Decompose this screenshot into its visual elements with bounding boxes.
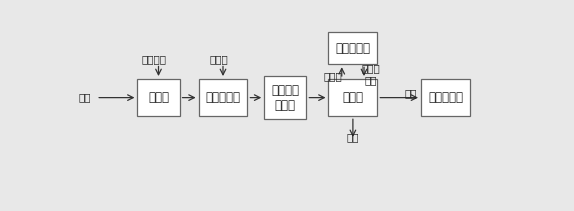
Text: 回收、处理: 回收、处理 xyxy=(428,91,463,104)
FancyBboxPatch shape xyxy=(421,79,470,116)
Text: 二级调和槽: 二级调和槽 xyxy=(205,91,241,104)
FancyBboxPatch shape xyxy=(199,79,247,116)
Text: 加压、溶气: 加压、溶气 xyxy=(335,42,370,55)
Text: 絮团产生
反应器: 絮团产生 反应器 xyxy=(272,84,299,112)
FancyBboxPatch shape xyxy=(328,32,377,64)
Text: 油酸钠: 油酸钠 xyxy=(209,54,228,64)
FancyBboxPatch shape xyxy=(264,77,307,119)
FancyBboxPatch shape xyxy=(328,79,377,116)
Text: 饱和溶
气水: 饱和溶 气水 xyxy=(361,63,380,85)
FancyBboxPatch shape xyxy=(137,79,180,116)
Text: 污水: 污水 xyxy=(79,93,91,103)
Text: 浮渣: 浮渣 xyxy=(405,89,417,99)
Text: 氢氧化钙: 氢氧化钙 xyxy=(142,54,166,64)
Text: 浮选槽: 浮选槽 xyxy=(343,91,363,104)
Text: 回流水: 回流水 xyxy=(324,71,342,81)
Text: 调和槽: 调和槽 xyxy=(148,91,169,104)
Text: 清水: 清水 xyxy=(347,133,359,142)
